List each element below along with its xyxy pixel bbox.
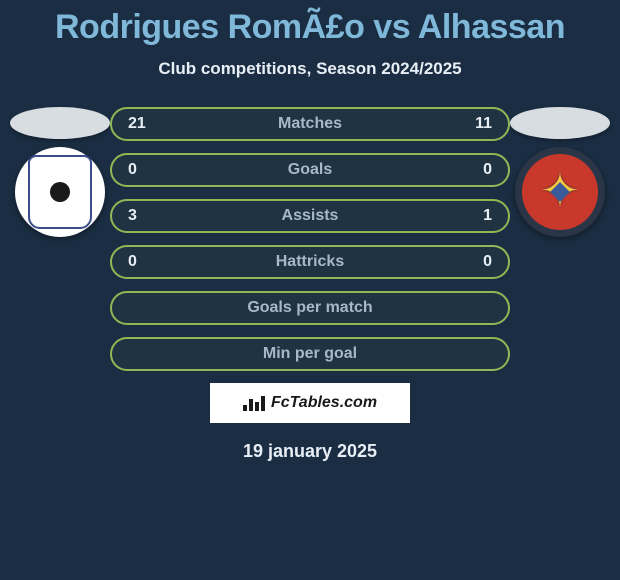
stat-row-hattricks: 0 Hattricks 0 [110,245,510,279]
page-title: Rodrigues RomÃ£o vs Alhassan [0,0,620,47]
player-left-column [10,107,110,237]
stat-value-left: 3 [128,207,137,225]
page-subtitle: Club competitions, Season 2024/2025 [0,59,620,79]
comparison-area: ✦ 21 Matches 11 0 Goals 0 3 Assists 1 0 … [0,107,620,371]
stat-row-goals: 0 Goals 0 [110,153,510,187]
player-right-avatar-placeholder [510,107,610,139]
bar-chart-icon [243,396,265,411]
stat-row-matches: 21 Matches 11 [110,107,510,141]
watermark-bar: FcTables.com [210,383,410,423]
stat-label: Min per goal [112,345,508,363]
stat-label: Goals [112,161,508,179]
stats-column: 21 Matches 11 0 Goals 0 3 Assists 1 0 Ha… [110,107,510,371]
player-left-avatar-placeholder [10,107,110,139]
stat-value-right: 11 [475,115,492,133]
player-right-column: ✦ [510,107,610,237]
circle-icon: ✦ [522,154,598,230]
stat-value-left: 21 [128,115,146,133]
watermark-text: FcTables.com [271,394,377,412]
stat-label: Goals per match [112,299,508,317]
stat-value-left: 0 [128,253,137,271]
stat-value-right: 0 [483,253,492,271]
stat-row-assists: 3 Assists 1 [110,199,510,233]
date-label: 19 january 2025 [0,441,620,462]
stat-row-goals-per-match: Goals per match [110,291,510,325]
stat-label: Matches [112,115,508,133]
stat-value-left: 0 [128,161,137,179]
stat-row-min-per-goal: Min per goal [110,337,510,371]
shield-icon [28,155,92,229]
player-right-club-badge: ✦ [515,147,605,237]
player-left-club-badge [15,147,105,237]
stat-value-right: 0 [483,161,492,179]
stat-value-right: 1 [483,207,492,225]
ball-icon [50,182,70,202]
stat-label: Assists [112,207,508,225]
stat-label: Hattricks [112,253,508,271]
